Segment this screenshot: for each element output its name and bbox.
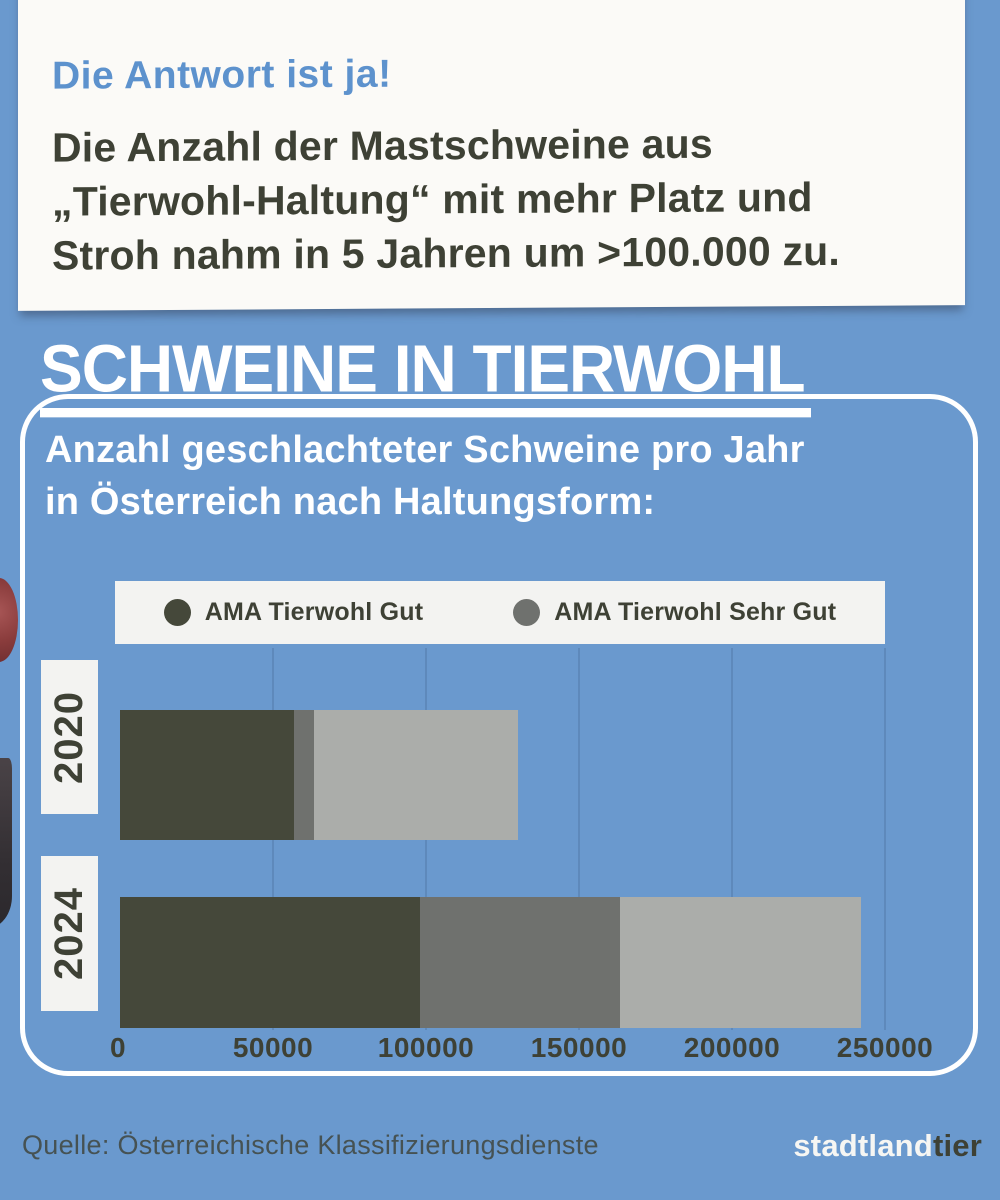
source-note: Quelle: Österreichische Klassifizierungs… [22, 1130, 599, 1160]
x-tick-label: 100000 [377, 1032, 475, 1063]
legend-item: AMA Tierwohl Gut [163, 598, 424, 627]
bar-segment-2020-ama-tierwohl-gut [120, 710, 295, 840]
chart-heading-line-2: in Österreich nach Haltungsform: [45, 481, 656, 523]
gridline [578, 648, 580, 1030]
bar-segment-2024-ama-tierwohl-sehr-gut [419, 897, 621, 1028]
brand-logo-part2: tier [932, 1128, 982, 1163]
gridline [731, 648, 733, 1030]
bar-segment-2020-unlabeled [314, 710, 518, 840]
chart-legend: AMA Tierwohl Gut AMA Tierwohl Sehr Gut [115, 581, 885, 644]
gridline [884, 648, 886, 1030]
x-tick-label: 0 [109, 1032, 127, 1063]
legend-dot-icon [163, 599, 191, 626]
year-text: 2020 [47, 690, 92, 784]
x-tick-label: 250000 [836, 1032, 934, 1063]
legend-item: AMA Tierwohl Sehr Gut [513, 598, 836, 627]
x-tick-label: 50000 [232, 1032, 314, 1063]
card-headline-line-3: Stroh nahm in 5 Jahren um >100.000 zu. [52, 227, 841, 279]
pig-photo-edge [0, 578, 18, 662]
chart-panel [20, 394, 978, 1076]
legend-label: AMA Tierwohl Sehr Gut [554, 598, 837, 626]
year-text: 2024 [47, 887, 92, 980]
x-tick-label: 200000 [683, 1032, 781, 1063]
card-headline-line-1: Die Anzahl der Mastschweine aus [52, 120, 713, 171]
legend-dot-icon [513, 599, 541, 626]
bar-segment-2020-ama-tierwohl-sehr-gut [294, 710, 315, 840]
card-headline-line-2: „Tierwohl-Haltung“ mit mehr Platz und [52, 174, 813, 225]
legend-label: AMA Tierwohl Gut [204, 598, 424, 626]
dark-photo-edge [0, 758, 12, 928]
bar-segment-2024-unlabeled [620, 897, 861, 1028]
chart-heading-line-1: Anzahl geschlachteter Schweine pro Jahr [45, 429, 805, 471]
card-headline: Die Anzahl der Mastschweine aus „Tierwoh… [52, 116, 840, 283]
answer-card: Die Antwort ist ja! Die Anzahl der Masts… [18, 0, 965, 311]
year-label-2024: 2024 [41, 856, 98, 1011]
x-tick-label: 150000 [530, 1032, 628, 1063]
year-label-2020: 2020 [41, 660, 98, 814]
bar-segment-2024-ama-tierwohl-gut [120, 897, 420, 1028]
brand-logo: stadtlandtier [793, 1128, 982, 1164]
brand-logo-part1: stadtland [793, 1128, 933, 1163]
card-kicker: Die Antwort ist ja! [52, 52, 392, 98]
section-title: SCHWEINE IN TIERWOHL [40, 330, 811, 418]
chart-heading: Anzahl geschlachteter Schweine pro Jahr … [45, 424, 955, 528]
